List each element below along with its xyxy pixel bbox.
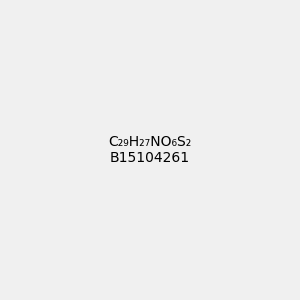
Text: C₂₉H₂₇NO₆S₂
B15104261: C₂₉H₂₇NO₆S₂ B15104261: [108, 135, 192, 165]
